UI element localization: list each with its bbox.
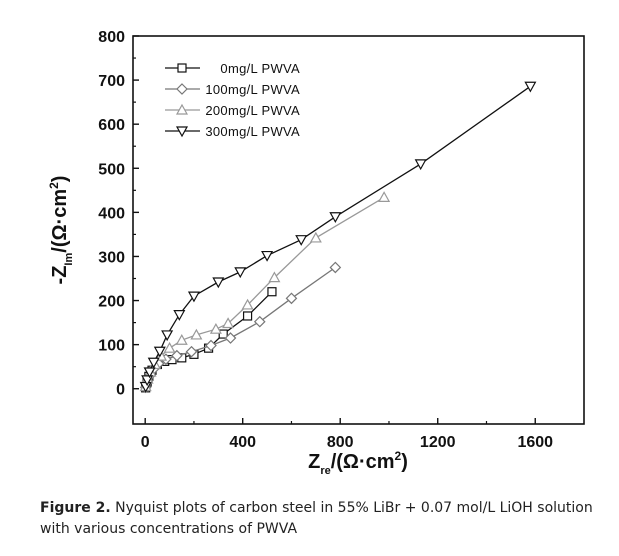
legend-item: 0mg/L PWVA [165, 61, 300, 76]
y-tick-label: 400 [98, 205, 125, 222]
data-point [173, 310, 186, 321]
legend-label: 200mg/L PWVA [205, 103, 300, 118]
y-axis-label-close: ) [49, 176, 71, 183]
data-point [329, 261, 342, 274]
legend-marker [176, 83, 188, 95]
data-point [267, 287, 277, 297]
legend-marker [175, 103, 189, 115]
legend-label: 100mg/L PWVA [205, 82, 300, 97]
data-point [524, 81, 537, 93]
legend: 0mg/L PWVA 100mg/L PWVA 200mg/L PWVA 300mg/… [165, 61, 300, 139]
legend-marker [177, 63, 187, 73]
legend-item: 300mg/L PWVA [165, 124, 300, 139]
x-axis-label: Zre/(Ω·cm2) [308, 449, 408, 477]
data-point [222, 317, 235, 329]
x-tick-label: 1200 [420, 434, 456, 451]
caption-text: Nyquist plots of carbon steel in 55% LiB… [40, 500, 593, 537]
data-point [234, 267, 247, 279]
data-point [218, 329, 228, 339]
data-point [224, 332, 237, 344]
data-point [171, 349, 183, 362]
legend-label: 0mg/L PWVA [220, 61, 300, 76]
series-3 [139, 81, 537, 393]
x-tick-label: 400 [229, 434, 256, 451]
y-axis-label-main: -Z [49, 266, 71, 285]
x-tick-label: 1600 [517, 434, 553, 451]
data-point [163, 341, 176, 353]
x-axis-label-close: ) [401, 451, 408, 473]
y-tick-label: 500 [98, 161, 125, 178]
data-point [143, 367, 156, 379]
legend-marker [175, 126, 189, 138]
data-point [175, 333, 188, 345]
x-axis-label-sup: 2 [395, 449, 402, 463]
series-line [145, 85, 531, 387]
y-tick-label: 800 [98, 29, 125, 46]
legend-label: 300mg/L PWVA [205, 124, 300, 139]
x-axis-label-sub: re [320, 465, 330, 477]
y-axis-ticks: 0 100 200 300 400 500 600 700 800 [98, 29, 139, 399]
y-axis-label: -ZIm/(Ω·cm2) [47, 176, 75, 285]
data-point [309, 231, 322, 243]
y-axis-label-unit: /(Ω·cm [49, 189, 71, 253]
x-axis-ticks: 0 400 800 1200 1600 [141, 418, 553, 451]
x-axis-label-main: Z [308, 451, 320, 473]
series-0 [141, 287, 277, 393]
series-line [145, 266, 336, 388]
y-tick-label: 200 [98, 294, 125, 311]
y-tick-label: 0 [116, 382, 125, 399]
data-point [295, 235, 308, 246]
data-point [161, 330, 174, 342]
y-axis-label-sub: Im [63, 253, 75, 266]
data-point [187, 291, 200, 303]
data-point [414, 159, 427, 171]
y-axis-label-sup: 2 [47, 182, 61, 189]
y-tick-label: 300 [98, 249, 125, 266]
data-point [261, 250, 274, 262]
series-layer [139, 81, 537, 394]
data-point [153, 346, 166, 358]
figure-caption: Figure 2. Nyquist plots of carbon steel … [40, 498, 610, 540]
data-point [209, 322, 222, 334]
data-point [185, 345, 198, 358]
data-point [212, 277, 225, 289]
data-point [205, 339, 217, 352]
data-point [190, 328, 203, 340]
legend-item: 200mg/L PWVA [165, 103, 300, 118]
data-point [242, 311, 253, 321]
nyquist-chart: 0 400 800 1200 1600 0 100 200 300 400 500 600 700 80… [47, 29, 585, 477]
caption-label: Figure 2. [40, 500, 111, 516]
data-point [241, 298, 254, 310]
y-tick-label: 600 [98, 117, 125, 134]
data-point [141, 375, 154, 387]
x-tick-label: 0 [141, 434, 150, 451]
y-tick-label: 100 [98, 338, 125, 355]
data-point [253, 315, 266, 328]
series-1 [139, 261, 342, 394]
data-point [329, 212, 342, 224]
x-axis-label-unit: /(Ω·cm [331, 451, 395, 473]
y-tick-label: 700 [98, 73, 125, 90]
data-point [285, 292, 298, 305]
plot-frame [132, 35, 585, 425]
data-point [378, 191, 391, 202]
data-point [268, 271, 281, 283]
legend-item: 100mg/L PWVA [165, 82, 300, 97]
data-point [147, 357, 160, 369]
x-tick-label: 800 [327, 434, 354, 451]
